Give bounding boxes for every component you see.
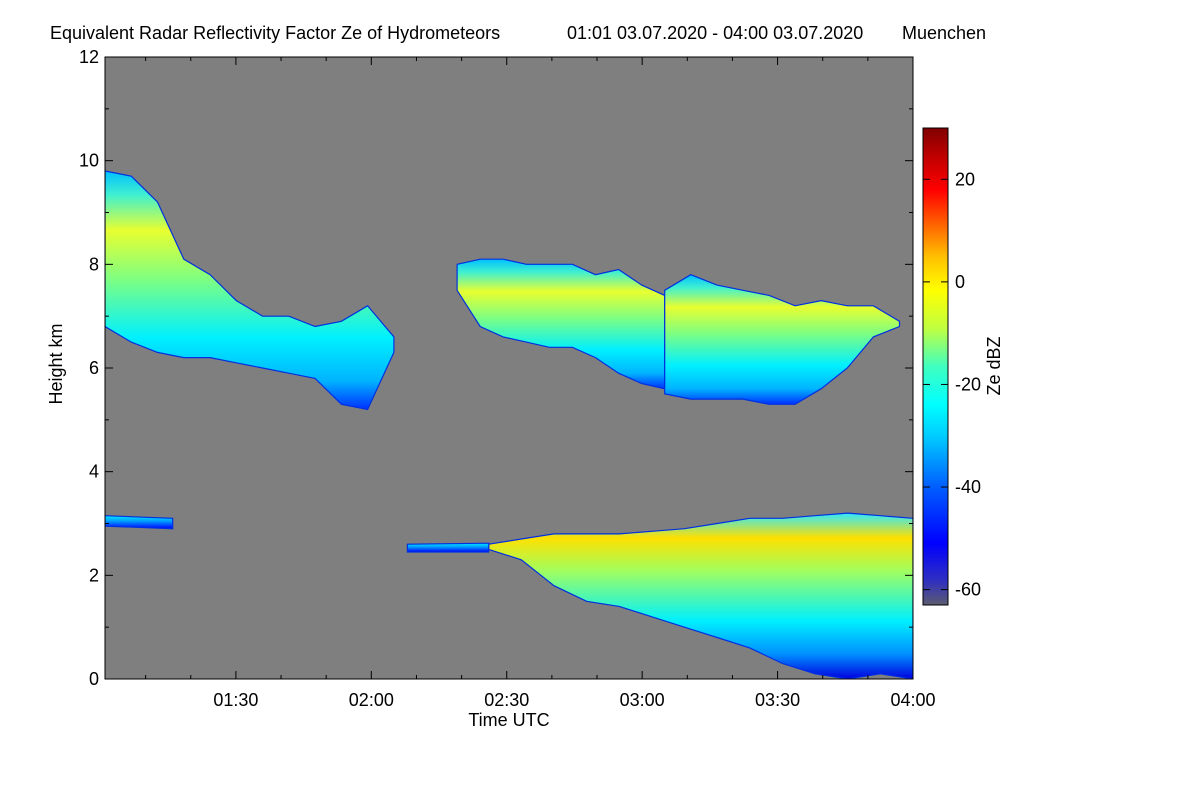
colorbar-label: Ze dBZ xyxy=(984,336,1004,395)
colorbar-ticks: 20 0 -20 -40 -60 xyxy=(923,169,981,600)
y-tick-label: 12 xyxy=(79,47,99,67)
y-tick-label: 8 xyxy=(89,254,99,274)
x-tick-label: 03:30 xyxy=(755,690,800,710)
chart-title: Equivalent Radar Reflectivity Factor Ze … xyxy=(50,23,500,43)
colorbar-tick-label: -20 xyxy=(955,374,981,394)
colorbar-tick-label: 20 xyxy=(955,169,975,189)
region-low-patch-left xyxy=(105,515,174,530)
colorbar-tick-label: -60 xyxy=(955,580,981,600)
axis-ticks: 01:30 02:00 02:30 03:00 03:30 04:00 0 2 4 6 8 10 12 xyxy=(79,47,936,710)
x-tick-label: 03:00 xyxy=(620,690,665,710)
colorbar-tick-label: -40 xyxy=(955,477,981,497)
y-tick-label: 0 xyxy=(89,669,99,689)
y-tick-label: 4 xyxy=(89,462,99,482)
reflectivity-regions xyxy=(105,170,913,679)
x-tick-label: 02:00 xyxy=(349,690,394,710)
region-upper-cloud-3 xyxy=(664,274,901,405)
y-axis-label: Height km xyxy=(46,323,66,404)
x-tick-label: 02:30 xyxy=(484,690,529,710)
region-low-thin-layer xyxy=(406,542,490,553)
x-tick-label: 04:00 xyxy=(890,690,935,710)
chart-period: 01:01 03.07.2020 - 04:00 03.07.2020 xyxy=(567,23,863,43)
x-tick-label: 01:30 xyxy=(213,690,258,710)
colorbar xyxy=(922,127,949,606)
y-tick-label: 2 xyxy=(89,565,99,585)
region-melting-layer-precipitation xyxy=(488,512,913,679)
y-tick-label: 6 xyxy=(89,358,99,378)
chart-location: Muenchen xyxy=(902,23,986,43)
colorbar-tick-label: 0 xyxy=(955,272,965,292)
region-upper-cloud-1 xyxy=(105,170,395,411)
x-axis-label: Time UTC xyxy=(468,710,549,730)
y-tick-label: 10 xyxy=(79,151,99,171)
